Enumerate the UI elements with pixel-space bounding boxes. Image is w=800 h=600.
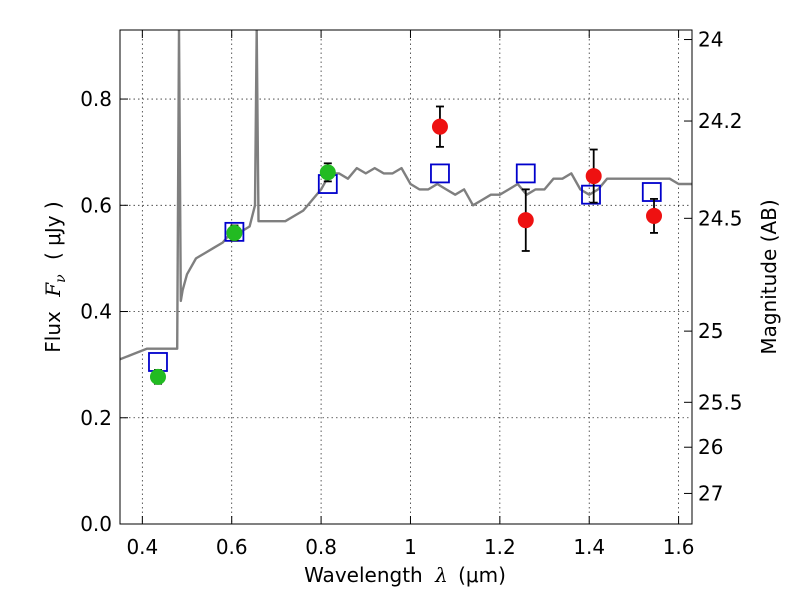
y-tick-label: 0.0: [80, 512, 112, 536]
x-tick-label: 1: [404, 535, 417, 559]
secondary-y-axis-label: Magnitude (AB): [757, 199, 781, 354]
y-tick-label: 0.2: [80, 406, 112, 430]
model-flux-square: [581, 184, 601, 205]
sed-line: [120, 30, 692, 361]
y2-tick-label: 26: [698, 435, 723, 459]
model-flux-square: [430, 163, 450, 184]
x-axis-label-unit: (μm): [458, 563, 506, 587]
axis-ticks: 0.4 0.6 0.8 1 1.2 1.4 1.6 0.0 0.2 0.4 0.6 0.8 24 24.2…: [80, 28, 742, 559]
y2-tick-label: 25: [698, 319, 723, 343]
x-axis-label: Wavelength λ (μm): [304, 563, 506, 587]
model-flux-square: [515, 163, 536, 184]
x-axis-label-prefix: Wavelength: [304, 563, 423, 587]
optical-photometry-point: [226, 224, 243, 241]
y-axis-label-prefix: Flux: [41, 311, 65, 353]
optical-photometry-point: [149, 368, 166, 385]
x-tick-label: 1.6: [663, 535, 695, 559]
nir-photometry-point: [431, 118, 448, 135]
nir-photometry-point: [585, 168, 602, 185]
y-tick-label: 0.6: [80, 193, 112, 217]
y-axis-label-symbol: F: [41, 282, 65, 298]
y-tick-label: 0.4: [80, 300, 112, 324]
optical-photometry-point: [319, 164, 336, 181]
x-tick-label: 0.4: [126, 535, 158, 559]
y2-tick-label: 24.2: [698, 109, 743, 133]
model-flux-square: [148, 352, 168, 372]
y-axis-label-unit: ( μJy ): [41, 201, 65, 260]
x-axis-label-symbol: λ: [434, 563, 448, 587]
plot-frame: [119, 29, 693, 525]
y2-tick-label: 25.5: [698, 390, 743, 414]
x-tick-label: 1.4: [573, 535, 605, 559]
y2-tick-label: 24: [698, 28, 723, 52]
y2-tick-label: 24.5: [698, 206, 743, 230]
nir-photometry-point: [646, 207, 663, 224]
y2-tick-label: 27: [698, 481, 723, 505]
y-axis-label: Flux Fν ( μJy ): [41, 201, 70, 352]
data-layer: [120, 30, 692, 385]
y-axis-label-subscript: ν: [53, 274, 69, 283]
nir-photometry-point: [517, 212, 534, 229]
x-tick-label: 0.6: [216, 535, 248, 559]
y-tick-label: 0.8: [80, 87, 112, 111]
gridlines: [120, 30, 692, 524]
x-tick-label: 0.8: [305, 535, 337, 559]
model-flux-square: [641, 182, 662, 202]
x-tick-label: 1.2: [484, 535, 516, 559]
